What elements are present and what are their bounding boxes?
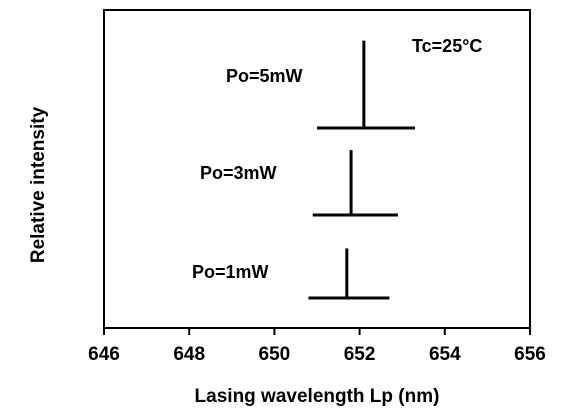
annotation-temperature: Tc=25°C: [412, 36, 482, 56]
series-1: Po=5mW: [226, 40, 415, 130]
plot-frame: [103, 9, 531, 329]
x-tick-label-3: 652: [344, 344, 376, 365]
x-tick-label-2: 650: [259, 344, 291, 365]
x-tick-label-0: 646: [88, 344, 120, 365]
series-1-label: Po=5mW: [226, 66, 303, 86]
y-axis-title: Relative intensity: [28, 106, 49, 263]
x-tick-label-1: 648: [173, 344, 205, 365]
x-tick-label-4: 654: [429, 344, 461, 365]
series-group: Po=5mW Po=3mW Po=1mW: [192, 40, 415, 300]
series-2-label: Po=3mW: [200, 163, 277, 183]
series-2: Po=3mW: [200, 150, 398, 217]
x-ticks: 646 648 650 652 654 656: [88, 328, 546, 365]
series-3-label: Po=1mW: [192, 262, 269, 282]
x-axis-title: Lasing wavelength Lp (nm): [195, 386, 440, 407]
x-tick-label-5: 656: [514, 344, 546, 365]
series-3: Po=1mW: [192, 248, 390, 300]
